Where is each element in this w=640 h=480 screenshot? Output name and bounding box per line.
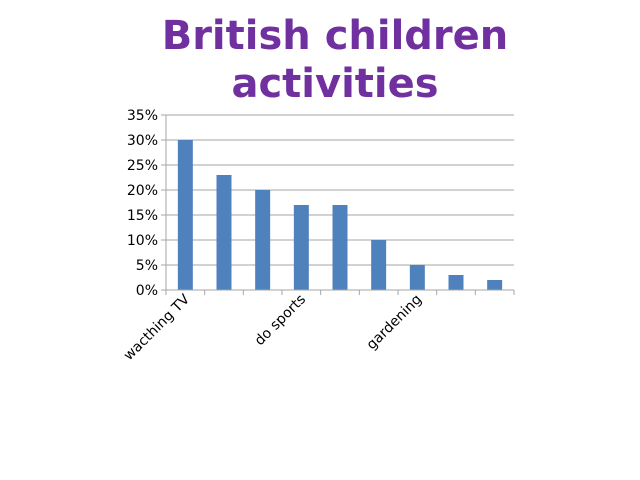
x-tick-label: wacthing TV <box>121 291 194 364</box>
y-axis-tick-labels: 0% 5% 10% 15% 20% 25% 30% 35% <box>127 108 158 299</box>
bar <box>448 275 464 290</box>
y-tick-label: 5% <box>136 258 158 274</box>
y-tick-label: 30% <box>127 133 158 149</box>
chart-title: British children activities <box>161 13 509 107</box>
bars <box>177 140 503 290</box>
bar <box>255 190 271 290</box>
x-axis-tick-labels: wacthing TV do sports gardening <box>121 291 425 364</box>
x-tick-label: do sports <box>252 292 309 349</box>
bar <box>177 140 193 290</box>
bar <box>371 240 387 290</box>
y-tick-label: 25% <box>127 158 158 174</box>
y-tick-label: 0% <box>136 283 158 299</box>
x-tick-label: gardening <box>364 292 426 354</box>
y-tick-label: 35% <box>127 108 158 124</box>
y-tick-label: 15% <box>127 208 158 224</box>
y-tick-label: 10% <box>127 233 158 249</box>
y-tick-label: 20% <box>127 183 158 199</box>
bar <box>332 205 348 290</box>
axes <box>161 114 515 295</box>
bar <box>487 280 503 290</box>
bar <box>409 265 425 290</box>
bar <box>216 175 232 290</box>
bar <box>293 205 309 290</box>
